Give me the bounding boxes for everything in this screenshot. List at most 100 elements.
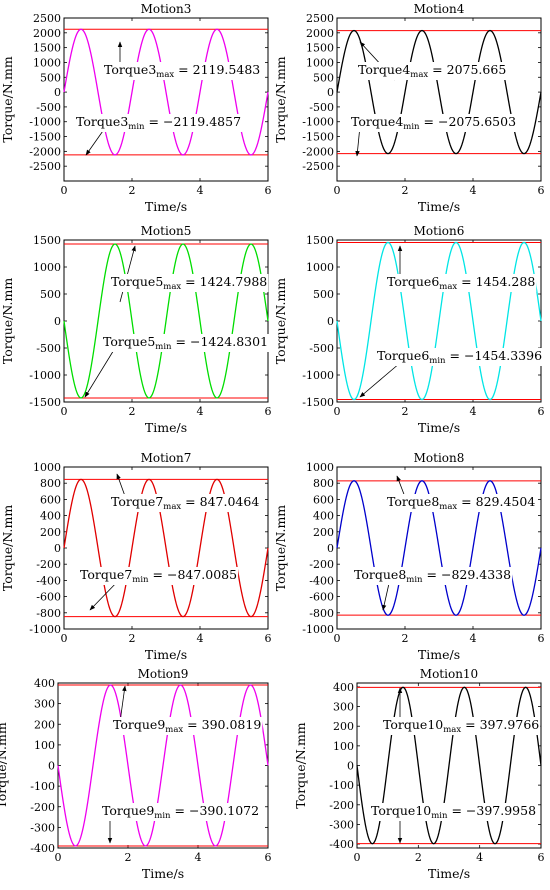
x-tick-label: 6 <box>538 405 545 418</box>
max-torque-label: Torque3max = 2119.5483 <box>104 62 260 80</box>
annotation-arrow <box>119 685 127 723</box>
y-tick-label: 300 <box>34 698 55 711</box>
y-tick-label: -600 <box>36 591 61 604</box>
torque-series-line <box>356 686 542 845</box>
x-tick-label: 4 <box>476 851 483 864</box>
y-tick-label: 2000 <box>33 27 61 40</box>
x-tick-label: 4 <box>197 632 204 645</box>
y-tick-label: -2500 <box>302 160 334 173</box>
x-tick-label: 6 <box>265 851 272 864</box>
label-background <box>110 494 261 512</box>
y-axis-label: Torque/N.mm <box>293 722 308 808</box>
chart-panel-7: Motion9 0 2 4 6 -400 -300 -200 -100 0 100 200 300 400… <box>0 667 272 881</box>
x-tick-label: 6 <box>265 632 272 645</box>
y-tick-label: 1000 <box>33 261 61 274</box>
y-tick-label: -1000 <box>302 116 334 129</box>
label-background <box>386 494 537 512</box>
y-tick-label: 0 <box>48 760 55 773</box>
x-tick-label: 2 <box>125 851 132 864</box>
y-tick-label: 1000 <box>306 56 334 69</box>
y-tick-label: 1500 <box>33 42 61 55</box>
label-background <box>75 114 243 132</box>
x-tick-label: 0 <box>334 184 341 197</box>
plot-frame <box>63 17 269 182</box>
y-axis-label: Torque/N.mm <box>273 505 288 591</box>
min-torque-label: Torque3min = −2119.4857 <box>76 114 241 132</box>
max-torque-label: Torque5max = 1424.7988 <box>111 274 267 292</box>
y-tick-label: 2500 <box>33 12 61 25</box>
label-background <box>353 567 513 585</box>
x-tick-label: 0 <box>334 405 341 418</box>
min-torque-label: Torque10min = −397.9958 <box>371 803 536 821</box>
chart-panel-6: Motion8 0 2 4 6 -1000 -800 -600 -400 -200 0 200 400 6… <box>273 451 545 662</box>
y-axis-label: Torque/N.mm <box>0 56 15 142</box>
y-tick-label: 0 <box>327 542 334 555</box>
y-tick-label: 500 <box>40 71 61 84</box>
y-tick-label: 200 <box>40 526 61 539</box>
y-tick-label: -2000 <box>302 145 334 158</box>
chart-title: Motion5 <box>141 224 192 238</box>
x-tick-label: 4 <box>197 184 204 197</box>
y-tick-label: -500 <box>309 342 334 355</box>
x-tick-label: 6 <box>265 405 272 418</box>
y-tick-label: 800 <box>313 477 334 490</box>
y-tick-label: 1500 <box>306 234 334 247</box>
y-tick-label: 500 <box>313 71 334 84</box>
y-tick-label: -200 <box>36 558 61 571</box>
torque-series-line <box>63 28 269 156</box>
label-background <box>370 803 538 821</box>
y-tick-label: 1500 <box>33 234 61 247</box>
x-tick-label: 0 <box>61 632 68 645</box>
max-torque-label: Torque9max = 390.0819 <box>113 717 261 735</box>
y-tick-label: 1000 <box>33 56 61 69</box>
x-tick-label: 6 <box>538 851 545 864</box>
y-tick-label: 1500 <box>306 42 334 55</box>
y-tick-label: -300 <box>30 821 55 834</box>
y-tick-label: 0 <box>347 760 354 773</box>
y-tick-label: -400 <box>30 842 55 855</box>
chart-panel-2: Motion4 0 2 4 6 -2500 -2000-1500 -1000 -500 0 500 1… <box>273 2 545 214</box>
y-tick-label: -1500 <box>302 131 334 144</box>
y-tick-label: -200 <box>309 558 334 571</box>
label-background <box>110 274 269 292</box>
y-tick-label: -800 <box>309 607 334 620</box>
min-torque-label: Torque8min = −829.4338 <box>354 567 511 585</box>
torque-series-line <box>57 684 269 847</box>
max-torque-label: Torque6max = 1454.288 <box>387 274 535 292</box>
y-axis-label: Torque/N.mm <box>0 722 9 808</box>
x-tick-label: 2 <box>402 184 409 197</box>
torque-series-line <box>63 243 269 399</box>
y-tick-label: -100 <box>30 780 55 793</box>
y-tick-label: -200 <box>30 801 55 814</box>
y-tick-label: -1000 <box>302 369 334 382</box>
y-axis-label: Torque/N.mm <box>273 56 288 142</box>
x-tick-label: 0 <box>334 632 341 645</box>
chart-title: Motion3 <box>141 2 192 16</box>
x-tick-label: 4 <box>197 405 204 418</box>
x-axis-label: Time/s <box>145 647 187 662</box>
y-tick-label: 600 <box>313 493 334 506</box>
chart-title: Motion8 <box>414 451 465 465</box>
y-axis-label: Torque/N.mm <box>0 278 15 364</box>
y-tick-label: 0 <box>54 315 61 328</box>
chart-title: Motion7 <box>141 451 192 465</box>
chart-panel-5: Motion7 0 2 4 6 -1000 -800 -600 -400 -200 0 200 400 6… <box>0 451 272 662</box>
y-tick-label: -1000 <box>302 623 334 636</box>
y-tick-label: 0 <box>54 86 61 99</box>
chart-title: Motion4 <box>414 2 465 16</box>
x-tick-label: 0 <box>55 851 62 864</box>
x-tick-label: 2 <box>415 851 422 864</box>
x-axis-label: Time/s <box>145 420 187 435</box>
chart-panel-3: Motion5 0 2 4 6 -1500 -1000 -500 0 500 1000 1500 Tim… <box>0 224 272 435</box>
y-tick-label: 400 <box>333 681 354 694</box>
y-tick-label: -1500 <box>302 396 334 409</box>
label-background <box>350 114 518 132</box>
chart-panel-1: Motion3 0 2 4 6 -2500 -2000-1500 -1000 -500 0 500 1… <box>0 2 272 214</box>
torque-series-line <box>336 480 542 616</box>
y-tick-label: -500 <box>36 101 61 114</box>
x-tick-label: 0 <box>354 851 361 864</box>
y-tick-label: -400 <box>309 574 334 587</box>
torque-series-line <box>63 478 269 618</box>
y-tick-label: 200 <box>313 526 334 539</box>
